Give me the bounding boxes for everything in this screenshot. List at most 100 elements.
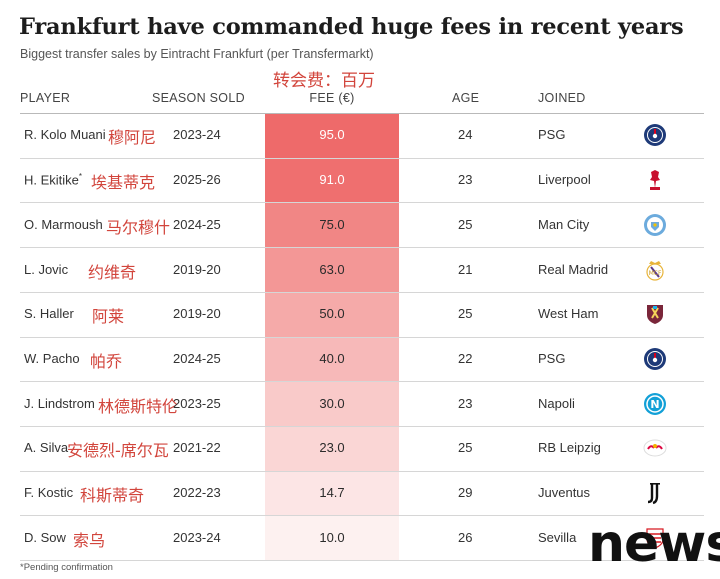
player-name: D. Sow (24, 530, 66, 545)
row-divider (20, 336, 704, 338)
player-name-cn: 马尔穆什 (106, 217, 171, 237)
player-name-text: H. Ekitike (24, 172, 79, 188)
player-name-cn: 埃基蒂克 (91, 173, 156, 192)
player-age: 25 (458, 216, 473, 232)
player-age: 23 (458, 172, 473, 187)
fee-value: 50.0 (319, 306, 345, 322)
player-name-text: R. Kolo Muani (24, 127, 106, 143)
fee-heat-cell (265, 336, 399, 382)
player-name: R. Kolo Muani (24, 127, 106, 142)
fee-heat-cell (265, 470, 399, 516)
svg-text:MCF: MCF (649, 270, 662, 277)
row-divider (20, 247, 704, 249)
fee-heat-cell (265, 291, 399, 338)
psg-crest-icon (643, 123, 667, 147)
season-sold: 2021-22 (173, 440, 221, 456)
fee-value: 95.0 (319, 127, 345, 143)
fee-heat-cell (265, 381, 399, 427)
row-divider (20, 560, 704, 561)
fee-value: 63.0 (319, 261, 345, 277)
chart-title: Frankfurt have commanded huge fees in re… (19, 14, 684, 40)
west-ham-crest-icon (643, 302, 667, 326)
season-sold: 2023-25 (173, 395, 221, 411)
player-name-cn: 索乌 (73, 530, 106, 550)
news-watermark: news (588, 514, 720, 574)
pending-marker: * (78, 172, 83, 181)
chart-subtitle: Biggest transfer sales by Eintracht Fran… (20, 47, 374, 61)
player-name-text: D. Sow (24, 529, 66, 545)
joined-club: Man City (538, 216, 590, 232)
player-name-cn: 帕乔 (90, 351, 123, 371)
season-sold: 2023-24 (173, 529, 221, 545)
season-sold: 2024-25 (173, 216, 221, 232)
footnote: *Pending confirmation (20, 562, 113, 573)
fee-heat-cell (265, 515, 399, 561)
fee-unit-annotation: 转会费：百万 (273, 71, 375, 91)
row-divider (20, 470, 704, 472)
player-age: 22 (458, 350, 473, 366)
player-age: 23 (458, 395, 473, 411)
fee-heat-cell (265, 425, 399, 472)
joined-club: Real Madrid (538, 261, 609, 277)
player-name-text: S. Haller (24, 306, 74, 322)
season-sold: 2022-23 (173, 485, 221, 500)
row-divider (20, 381, 704, 383)
header-age: AGE (452, 91, 480, 105)
joined-club: Juventus (538, 485, 591, 500)
header-fee: FEE (€) (309, 91, 355, 105)
fee-heat-column: 95.0 91.0 75.0 63.0 50.0 40.0 30.0 23.0 14.7 10.0 (265, 113, 399, 566)
season-sold: 2019-20 (173, 261, 221, 277)
header-rule (20, 113, 704, 114)
svg-text:N: N (650, 398, 659, 411)
row-divider (20, 291, 704, 293)
player-name: H. Ekitike* (24, 172, 82, 187)
fee-value: 75.0 (319, 216, 345, 232)
player-name-text: W. Pacho (24, 350, 80, 366)
player-name-text: F. Kostic (24, 485, 74, 500)
fee-heat-cell (265, 202, 399, 248)
player-name-cn: 穆阿尼 (108, 128, 157, 148)
fee-heat-cell (265, 247, 399, 293)
rb-leipzig-crest-icon (643, 436, 667, 460)
season-sold: 2025-26 (173, 172, 221, 187)
player-name: W. Pacho (24, 351, 80, 366)
man-city-crest-icon (643, 213, 667, 237)
sevilla-crest-icon (643, 526, 667, 550)
fee-value: 91.0 (319, 172, 345, 188)
player-name-text: L. Jovic (24, 261, 69, 277)
row-divider (20, 202, 704, 204)
napoli-crest-icon: N (643, 392, 667, 416)
fee-value: 30.0 (319, 395, 345, 411)
player-name: A. Silva (24, 440, 68, 455)
header-season: SEASON SOLD (152, 91, 245, 105)
player-name: J. Lindstrom (24, 396, 95, 411)
joined-club: RB Leipzig (538, 440, 601, 456)
player-age: 26 (458, 529, 473, 545)
player-name: S. Haller (24, 306, 74, 321)
player-age: 21 (458, 261, 473, 277)
juventus-crest-icon (643, 481, 667, 505)
row-divider (20, 425, 704, 427)
row-divider (20, 515, 704, 517)
player-age: 29 (458, 485, 473, 500)
header-player: PLAYER (20, 91, 71, 105)
fee-value: 10.0 (319, 529, 345, 545)
season-sold: 2019-20 (173, 306, 221, 322)
season-sold: 2024-25 (173, 350, 221, 366)
player-name-text: J. Lindstrom (24, 395, 95, 411)
joined-club: PSG (538, 350, 566, 366)
fee-heat-cell (265, 113, 399, 159)
real-madrid-crest-icon: MCF (643, 258, 667, 282)
joined-club: Sevilla (538, 529, 577, 545)
fee-value: 40.0 (319, 350, 345, 366)
player-name-cn: 阿莱 (92, 307, 125, 327)
fee-value: 23.0 (319, 440, 345, 456)
player-name-text: O. Marmoush (24, 216, 103, 232)
psg-crest-icon (643, 347, 667, 371)
joined-club: Napoli (538, 395, 575, 411)
joined-club: PSG (538, 127, 566, 143)
player-name-cn: 林德斯特伦 (98, 396, 179, 416)
player-age: 25 (458, 306, 473, 322)
player-name-cn: 科斯蒂奇 (80, 486, 145, 505)
season-sold: 2023-24 (173, 127, 221, 143)
